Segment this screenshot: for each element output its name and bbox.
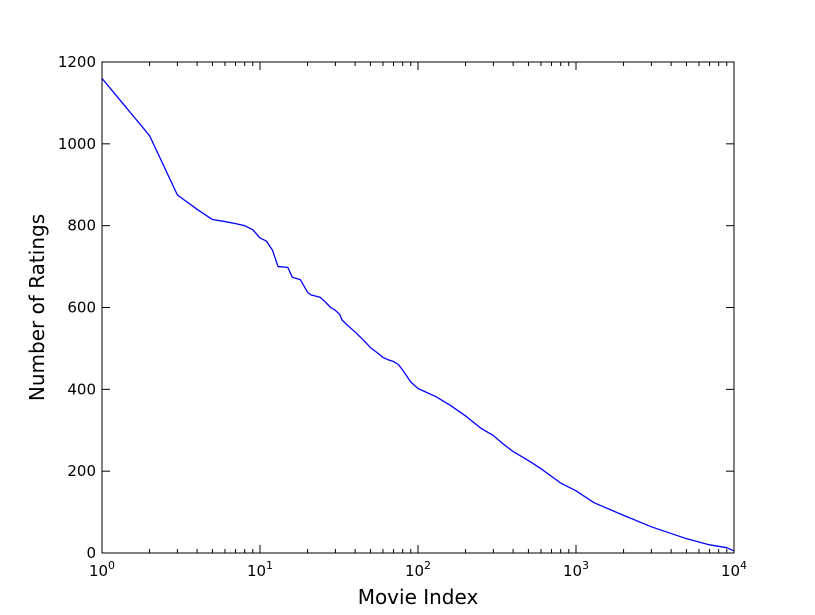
x-tick-label: 100 [89, 559, 115, 580]
x-tick-label: 101 [247, 559, 273, 580]
x-axis-title: Movie Index [358, 585, 479, 609]
y-tick-label: 800 [67, 217, 96, 235]
x-tick-label: 104 [721, 559, 747, 580]
x-tick-label: 102 [405, 559, 431, 580]
y-axis-title: Number of Ratings [25, 214, 49, 401]
ticks-layer [101, 61, 735, 554]
y-tick-label: 0 [86, 544, 96, 562]
x-tick-label: 103 [563, 559, 589, 580]
tick-labels-layer: 100 101 102 103 104 0 200 400 600 800 1000 1200 [58, 53, 747, 580]
y-tick-label: 200 [67, 462, 96, 480]
plot-frame [101, 61, 735, 554]
y-tick-label: 1000 [58, 135, 96, 153]
series-line [101, 77, 735, 552]
y-tick-label: 400 [67, 380, 96, 398]
y-tick-label: 600 [67, 299, 96, 317]
y-tick-label: 1200 [58, 53, 96, 71]
